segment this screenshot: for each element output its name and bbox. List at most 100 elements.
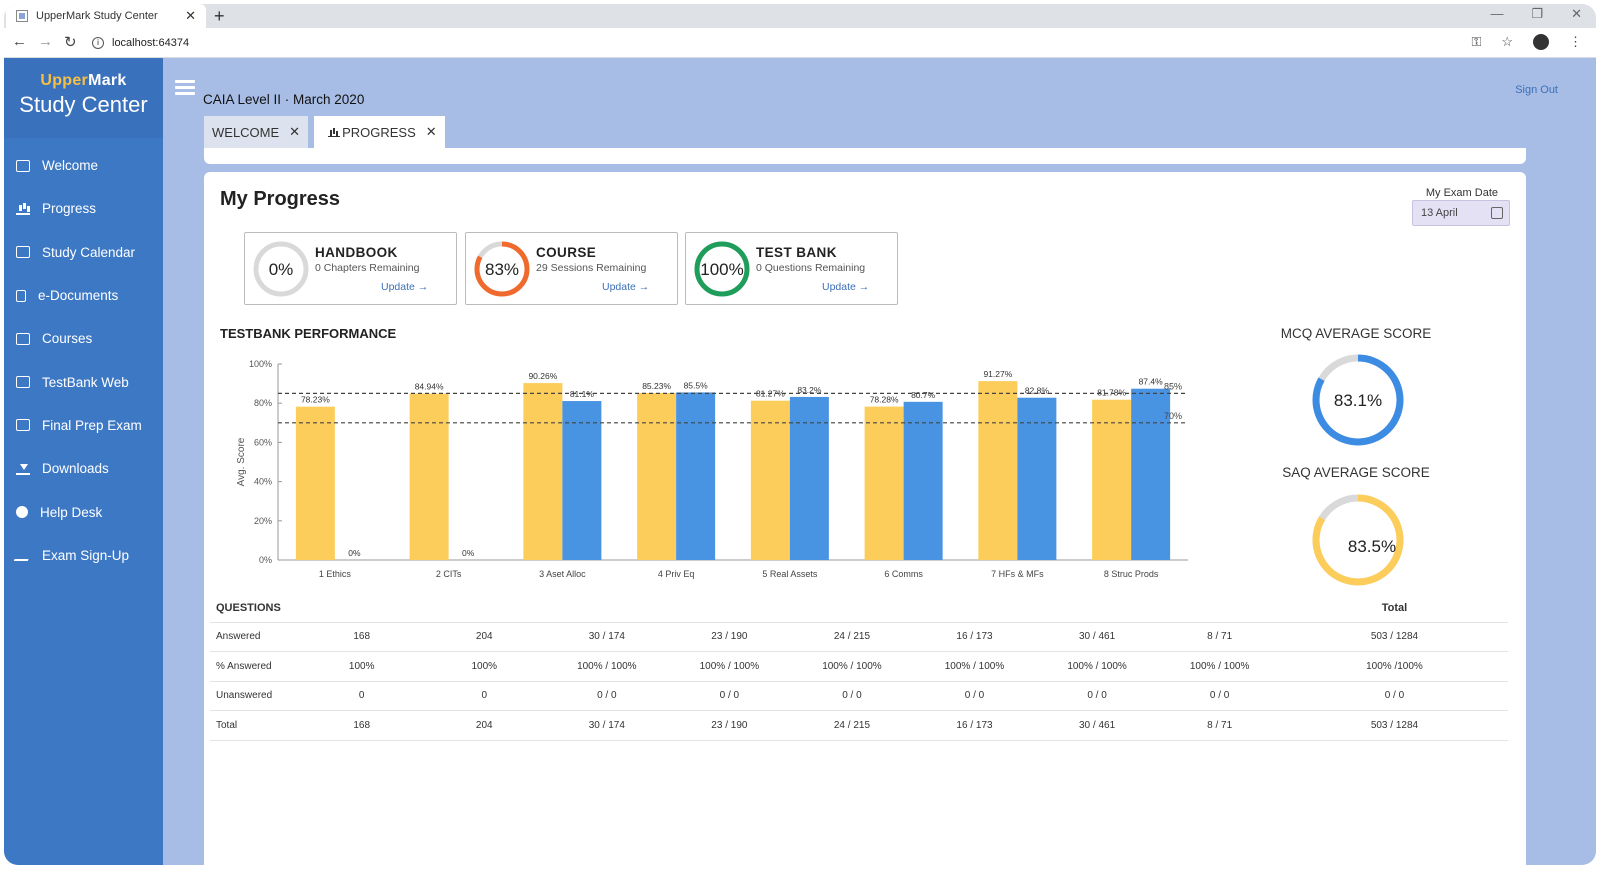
- key-icon[interactable]: ⚿: [1471, 34, 1482, 49]
- data-label: 91.27%: [983, 369, 1012, 379]
- help-icon: [16, 506, 28, 519]
- url-field[interactable]: i localhost:64374: [92, 32, 189, 54]
- testbank-performance-title: TESTBANK PERFORMANCE: [220, 326, 397, 341]
- tab-progress[interactable]: PROGRESS ✕: [314, 116, 445, 148]
- exam-date-field[interactable]: 13 April: [1412, 200, 1510, 226]
- course-update-link[interactable]: Update →: [602, 281, 650, 293]
- sidebar-item-welcome[interactable]: Welcome: [4, 144, 163, 187]
- mcq-average-ring: 83.1%: [1312, 354, 1404, 446]
- sign-out-link[interactable]: Sign Out: [1515, 84, 1558, 96]
- browser-window: UpperMark Study Center ✕ + — ❐ ✕ ← → ↻ i…: [4, 4, 1596, 865]
- sidebar-item-study-calendar[interactable]: Study Calendar: [4, 231, 163, 274]
- forward-icon[interactable]: →: [38, 33, 53, 50]
- mcq-average-value: 83.1%: [1334, 391, 1382, 410]
- testbank-performance-chart: 0% 20% 40% 60% 80% 100% Avg. Score 78.23% 0% 1 Et…: [236, 359, 1188, 579]
- bar-yellow: [295, 406, 335, 560]
- tab-label: PROGRESS: [342, 124, 416, 140]
- row-label: % Answered: [210, 651, 301, 682]
- data-label: 90.26%: [528, 371, 557, 381]
- close-tab-welcome-icon[interactable]: ✕: [289, 124, 301, 139]
- table-cell: 100% / 100%: [668, 651, 791, 682]
- x-tick-label: 8 Struc Prods: [1104, 569, 1159, 579]
- brand-logo[interactable]: UpperMark Study Center: [4, 58, 163, 138]
- brand-mark: Mark: [88, 72, 127, 89]
- sidebar-item-label: Downloads: [42, 461, 109, 477]
- test-bank-percent: 100%: [700, 260, 743, 279]
- new-tab-button[interactable]: +: [214, 6, 225, 26]
- row-label: Total: [210, 710, 301, 741]
- sidebar-item-label: Welcome: [42, 158, 99, 174]
- stat-name: TEST BANK: [756, 245, 837, 260]
- courses-icon: [16, 332, 30, 345]
- row-label: Unanswered: [210, 681, 301, 711]
- account-icon[interactable]: [1533, 34, 1549, 50]
- sidebar-item-label: Exam Sign-Up: [42, 547, 130, 563]
- bar-yellow: [637, 392, 677, 560]
- table-cell: 503 / 1284: [1280, 710, 1508, 741]
- test-bank-update-link[interactable]: Update →: [822, 281, 870, 293]
- page-title: My Progress: [220, 188, 341, 210]
- bar-chart-icon: [16, 203, 30, 215]
- close-tab-icon[interactable]: ✕: [185, 8, 196, 23]
- sidebar-item-testbank-web[interactable]: TestBank Web: [4, 360, 163, 403]
- data-label: 0%: [348, 548, 361, 558]
- bar-blue: [903, 401, 943, 560]
- course-progress-ring: 83%: [474, 241, 530, 297]
- table-row: Answered 168 204 30 / 174 23 / 190 24 / 215 16…: [210, 622, 1508, 652]
- table-cell: 204: [422, 710, 546, 741]
- minimize-icon[interactable]: —: [1490, 6, 1504, 21]
- tab-welcome[interactable]: WELCOME ✕: [204, 116, 309, 148]
- exam-date-label: My Exam Date: [1425, 187, 1498, 199]
- data-label: 87.4%: [1139, 377, 1164, 387]
- back-icon[interactable]: ←: [12, 33, 27, 50]
- table-cell: 23 / 190: [668, 622, 791, 652]
- data-label: 81.1%: [570, 389, 595, 399]
- saq-average-ring: 83.5%: [1312, 494, 1404, 586]
- sidebar-item-label: e-Documents: [38, 288, 119, 304]
- sidebar-item-downloads[interactable]: Downloads: [4, 447, 163, 490]
- y-tick-label: 40%: [254, 477, 272, 487]
- table-cell: 0 / 0: [1035, 681, 1159, 711]
- menu-dots-icon[interactable]: ⋮: [1569, 34, 1582, 49]
- table-cell: 30 / 461: [1035, 710, 1159, 741]
- close-tab-progress-icon[interactable]: ✕: [425, 124, 437, 139]
- table-row: Total 168 204 30 / 174 23 / 190 24 / 215 16 / …: [210, 710, 1508, 741]
- handbook-update-link[interactable]: Update →: [381, 281, 429, 293]
- table-cell: 0 / 0: [790, 681, 914, 711]
- restore-icon[interactable]: ❐: [1531, 6, 1544, 21]
- brand-upper: Upper: [40, 72, 89, 89]
- sidebar-item-final-prep-exam[interactable]: Final Prep Exam: [4, 404, 163, 447]
- table-cell: 30 / 174: [545, 710, 669, 741]
- row-label: Answered: [210, 622, 301, 652]
- sidebar-item-label: Final Prep Exam: [42, 417, 142, 433]
- testbank-icon: [16, 376, 30, 389]
- calendar-icon[interactable]: [1491, 207, 1503, 219]
- sidebar-item-help-desk[interactable]: Help Desk: [4, 490, 163, 533]
- table-cell: 168: [300, 710, 423, 741]
- table-cell: 100% / 100%: [545, 651, 669, 682]
- bar-blue: [676, 392, 716, 560]
- reload-icon[interactable]: ↻: [64, 34, 77, 51]
- address-bar: ← → ↻ i localhost:64374 ⚿ ☆ ⋮: [4, 28, 1596, 58]
- browser-tab[interactable]: UpperMark Study Center ✕: [6, 4, 206, 28]
- sidebar-item-courses[interactable]: Courses: [4, 317, 163, 360]
- bar-yellow: [978, 381, 1018, 560]
- sidebar-item-e-documents[interactable]: e-Documents: [4, 274, 163, 317]
- stat-sub: 0 Questions Remaining: [756, 262, 866, 274]
- brand-subtitle: Study Center: [19, 92, 148, 117]
- table-cell: 0: [300, 681, 423, 711]
- data-label: 82.8%: [1025, 386, 1050, 396]
- y-tick-label: 60%: [254, 437, 272, 447]
- hamburger-menu-icon[interactable]: [175, 80, 195, 96]
- table-cell: 100%: [300, 651, 423, 682]
- sidebar-item-progress[interactable]: Progress: [4, 187, 163, 230]
- close-window-icon[interactable]: ✕: [1571, 6, 1582, 21]
- login-icon: [16, 159, 30, 172]
- bar-blue: [562, 401, 602, 560]
- x-tick-label: 5 Real Assets: [762, 569, 818, 579]
- url-text: localhost:64374: [112, 37, 190, 49]
- table-cell: 24 / 215: [790, 622, 914, 652]
- star-icon[interactable]: ☆: [1501, 34, 1513, 49]
- info-icon[interactable]: i: [92, 37, 104, 49]
- sidebar-item-exam-sign-up[interactable]: Exam Sign-Up: [4, 534, 163, 577]
